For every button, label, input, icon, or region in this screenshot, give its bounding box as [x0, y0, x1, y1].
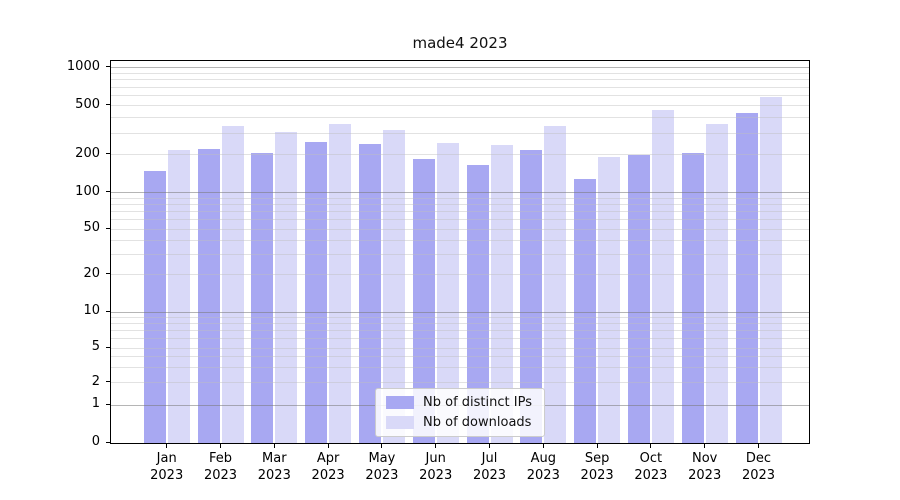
y-tick-mark [106, 381, 110, 383]
x-tick-mark [758, 444, 759, 448]
y-tick-label: 2 [91, 373, 100, 389]
y-tick-mark [106, 66, 110, 68]
y-tick-label: 100 [75, 183, 100, 199]
plot-area: Nb of distinct IPs Nb of downloads [110, 60, 810, 444]
bar-downloads-jun [436, 142, 459, 443]
bar-downloads-oct [651, 110, 674, 443]
bar-distinct-ips-nov [681, 152, 704, 443]
x-tick-label-dec: Dec 2023 [741, 451, 776, 483]
x-tick-label-feb: Feb 2023 [203, 451, 238, 483]
bar-distinct-ips-jul [466, 165, 489, 443]
y-tick-label: 1 [91, 396, 100, 412]
bar-downloads-nov [705, 124, 728, 443]
bar-downloads-dec [759, 96, 782, 443]
legend: Nb of distinct IPs Nb of downloads [375, 388, 545, 437]
y-tick-mark [106, 441, 110, 443]
x-tick-mark [327, 444, 329, 448]
bar-downloads-jul [490, 145, 513, 443]
y-tick-label: 50 [83, 220, 100, 236]
x-tick-mark [596, 444, 598, 448]
x-tick-label-sep: Sep 2023 [580, 451, 614, 483]
y-tick-mark [106, 403, 110, 405]
x-tick-mark [650, 444, 652, 448]
bar-downloads-feb [221, 126, 244, 443]
bar-distinct-ips-jan [143, 170, 166, 443]
bars-layer [111, 61, 809, 443]
x-tick-label-jan: Jan 2023 [150, 451, 184, 483]
x-tick-mark [273, 444, 275, 448]
bar-distinct-ips-jun [412, 159, 435, 443]
legend-label: Nb of distinct IPs [423, 395, 532, 410]
bar-downloads-mar [275, 131, 298, 443]
x-tick-mark [220, 444, 221, 448]
x-tick-label-may: May 2023 [365, 451, 399, 483]
bar-distinct-ips-oct [627, 154, 650, 443]
y-tick-mark [106, 104, 110, 106]
bar-distinct-ips-sep [574, 178, 597, 443]
y-tick-mark [106, 227, 110, 229]
bar-downloads-apr [329, 124, 352, 443]
legend-swatch-downloads [386, 416, 415, 429]
bar-distinct-ips-aug [520, 150, 543, 443]
bar-downloads-may [382, 130, 405, 443]
x-tick-label-aug: Aug 2023 [526, 451, 560, 483]
x-tick-mark [542, 444, 544, 448]
legend-swatch-distinct-ips [386, 396, 415, 409]
y-tick-label: 500 [75, 96, 100, 112]
y-tick-mark [106, 273, 110, 275]
x-tick-label-nov: Nov 2023 [688, 451, 722, 483]
y-tick-mark [106, 191, 110, 193]
x-tick-mark [704, 444, 706, 448]
x-tick-label-jun: Jun 2023 [419, 451, 453, 483]
legend-item-distinct-ips: Nb of distinct IPs [386, 395, 532, 410]
x-tick-label-jul: Jul 2023 [472, 451, 507, 483]
y-tick-label: 5 [91, 339, 100, 355]
legend-item-downloads: Nb of downloads [386, 415, 532, 430]
y-tick-label: 10 [83, 303, 100, 319]
y-tick-label: 1000 [66, 58, 100, 74]
legend-label: Nb of downloads [423, 415, 532, 430]
bar-distinct-ips-dec [735, 112, 758, 443]
x-tick-label-oct: Oct 2023 [634, 451, 668, 483]
bar-distinct-ips-may [358, 143, 381, 443]
x-tick-mark [381, 444, 383, 448]
bar-distinct-ips-feb [197, 148, 220, 443]
x-tick-mark [489, 444, 490, 448]
bar-downloads-aug [544, 125, 567, 443]
chart-title: made4 2023 [412, 34, 508, 52]
y-tick-label: 200 [75, 145, 100, 161]
x-tick-mark [166, 444, 168, 448]
x-tick-label-mar: Mar 2023 [257, 451, 291, 483]
y-tick-mark [106, 346, 110, 348]
y-tick-label: 0 [91, 434, 100, 449]
bar-distinct-ips-mar [251, 153, 274, 443]
bar-downloads-jan [167, 149, 190, 443]
bar-distinct-ips-apr [305, 141, 328, 443]
y-tick-mark [106, 153, 110, 155]
y-tick-label: 20 [83, 265, 100, 281]
bar-downloads-sep [598, 156, 621, 443]
y-tick-mark [106, 310, 110, 312]
x-tick-label-apr: Apr 2023 [311, 451, 345, 483]
x-tick-mark [435, 444, 437, 448]
